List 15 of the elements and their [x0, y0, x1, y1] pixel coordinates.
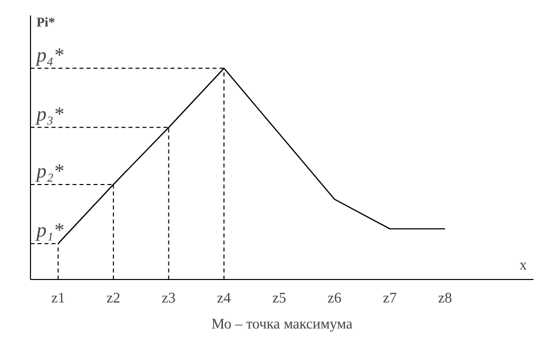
- x-tick-label: z2: [106, 290, 120, 306]
- ref-line-label: p₁*: [34, 220, 64, 242]
- x-tick-label: z8: [438, 290, 452, 306]
- ref-line-label: p₃*: [34, 103, 64, 126]
- x-tick-label: z4: [217, 290, 232, 306]
- x-axis-title: x: [520, 258, 528, 274]
- x-tick-label: z3: [162, 290, 176, 306]
- x-tick-label: z5: [272, 290, 286, 306]
- y-axis-title: Pi*: [36, 14, 56, 30]
- ref-line-label: p₄*: [34, 44, 64, 66]
- text: Мо – точка максимума: [211, 316, 354, 332]
- x-tick-label: z1: [51, 290, 66, 306]
- x-tick-label: z7: [382, 290, 397, 306]
- ref-line-label: p₂*: [34, 160, 64, 182]
- x-tick-label: z6: [328, 290, 342, 306]
